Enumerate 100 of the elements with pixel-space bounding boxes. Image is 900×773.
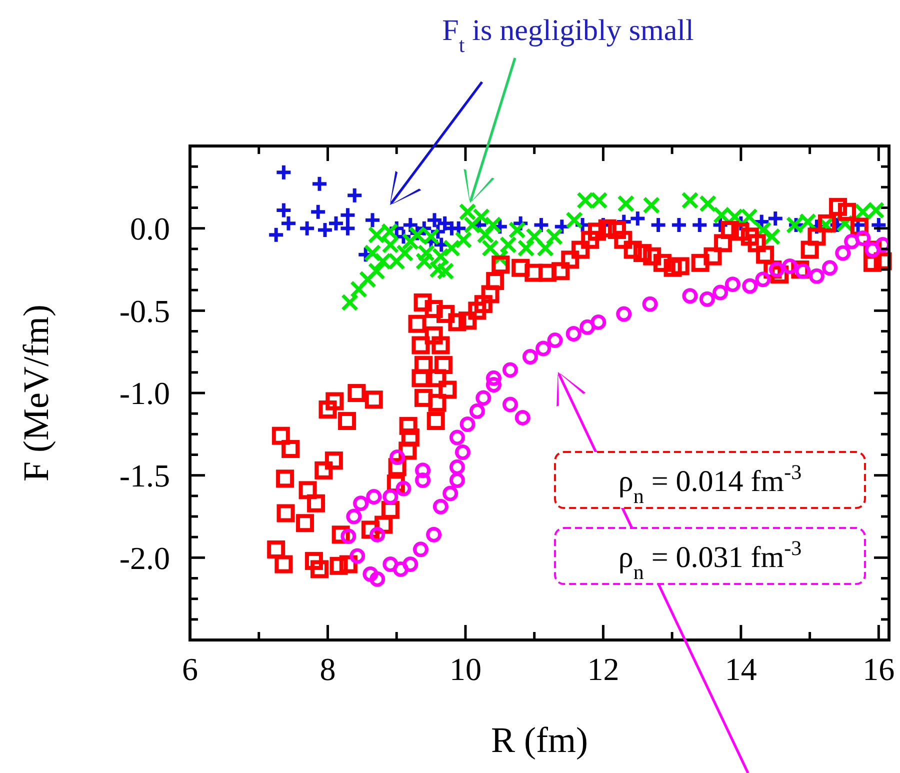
point — [547, 332, 563, 348]
point — [396, 480, 412, 496]
point — [429, 260, 447, 278]
point — [782, 258, 798, 274]
point — [616, 306, 632, 322]
point — [642, 196, 660, 214]
y-tick-label: -0.5 — [119, 292, 170, 329]
point — [855, 230, 871, 246]
point — [432, 498, 448, 514]
point — [346, 508, 362, 524]
point — [449, 430, 465, 446]
point — [362, 566, 378, 582]
point — [502, 396, 518, 412]
point — [402, 556, 418, 572]
point — [486, 370, 502, 386]
x-tick-label: 6 — [182, 651, 198, 687]
point — [476, 390, 492, 406]
point — [536, 340, 552, 356]
point — [368, 262, 386, 280]
point — [412, 542, 428, 558]
point — [822, 260, 838, 276]
point — [310, 175, 328, 193]
point — [590, 314, 606, 330]
point — [712, 284, 728, 300]
point — [449, 472, 465, 488]
point — [835, 245, 851, 261]
point — [486, 377, 502, 393]
point — [382, 556, 398, 572]
point — [469, 403, 485, 419]
point — [628, 210, 646, 228]
point — [350, 548, 366, 564]
point — [442, 239, 460, 257]
point — [870, 216, 888, 234]
point — [502, 362, 518, 378]
y-tick-label: -1.5 — [119, 458, 170, 494]
point — [768, 262, 784, 278]
point — [690, 216, 708, 234]
point — [382, 236, 400, 254]
point — [454, 231, 472, 249]
point — [415, 252, 433, 270]
x-axis-title: R (fm) — [491, 720, 588, 760]
point — [396, 244, 414, 262]
x-tick-label: 10 — [449, 651, 482, 687]
point — [546, 228, 564, 246]
point — [699, 291, 715, 307]
point — [364, 211, 382, 229]
point — [340, 528, 356, 544]
point — [267, 226, 285, 244]
point — [508, 221, 526, 239]
text: F$_{t}$ is negligibly small — [442, 14, 694, 57]
point — [724, 276, 740, 292]
point — [280, 214, 298, 232]
point — [755, 272, 771, 288]
point — [274, 201, 292, 219]
point — [532, 216, 550, 234]
point — [415, 472, 431, 488]
text: ρ$_{n}$ = 0.031 fm$^{-3}$ — [618, 536, 802, 584]
x-tick-label: 14 — [724, 651, 757, 687]
point — [484, 216, 502, 234]
point — [580, 319, 596, 335]
point — [316, 221, 334, 239]
y-tick-label: 0.0 — [130, 210, 170, 247]
point — [341, 294, 359, 312]
point — [392, 561, 408, 577]
point — [358, 270, 376, 288]
point — [682, 288, 698, 304]
point — [402, 232, 420, 250]
point — [309, 203, 327, 221]
point — [370, 571, 386, 587]
point — [274, 164, 292, 182]
point — [454, 444, 470, 460]
point — [353, 496, 369, 512]
point — [346, 186, 364, 204]
x-tick-label: 16 — [862, 651, 895, 687]
y-tick-label: -1.0 — [119, 375, 170, 412]
point — [844, 234, 860, 250]
point — [566, 326, 582, 342]
point — [364, 244, 382, 262]
point — [476, 226, 494, 244]
point — [808, 268, 824, 284]
point — [514, 410, 530, 426]
point — [566, 211, 584, 229]
point — [338, 206, 356, 224]
point — [460, 416, 476, 432]
point — [742, 278, 758, 294]
point — [442, 486, 458, 502]
point — [370, 526, 386, 542]
point — [650, 216, 668, 234]
x-tick-label: 8 — [320, 651, 336, 687]
point — [415, 462, 431, 478]
x-tick-label: 12 — [587, 651, 620, 687]
point — [350, 280, 368, 298]
point — [670, 216, 688, 234]
point — [526, 228, 544, 246]
point — [642, 296, 658, 312]
point — [426, 526, 442, 542]
point — [366, 488, 382, 504]
point — [617, 194, 635, 212]
point — [464, 216, 482, 234]
point — [795, 263, 811, 279]
